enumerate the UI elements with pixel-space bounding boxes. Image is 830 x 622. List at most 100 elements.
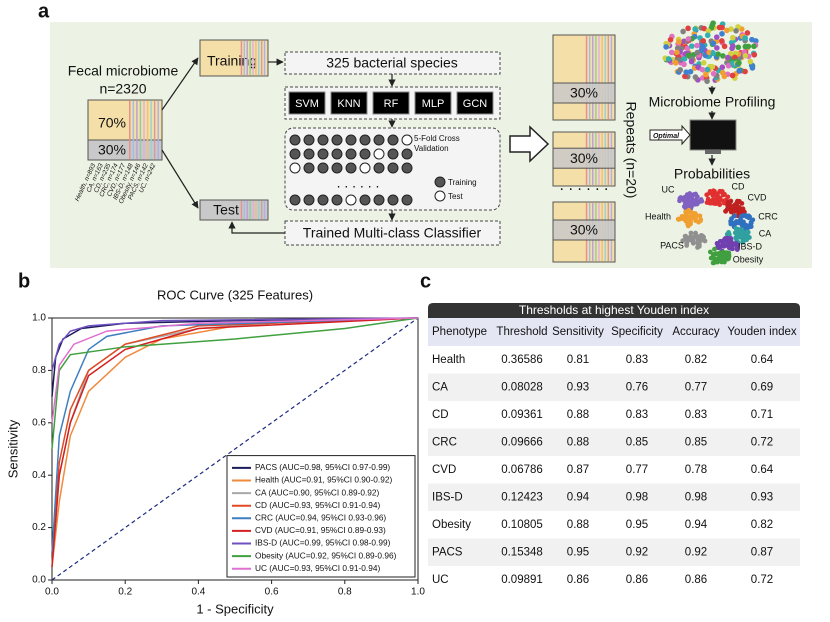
class-label: UC xyxy=(662,184,675,194)
panel-label: c xyxy=(420,270,431,292)
person xyxy=(700,60,707,66)
repeat-percent: 30% xyxy=(570,222,598,238)
cv-dot xyxy=(317,134,329,146)
person xyxy=(720,53,726,59)
table-cell: 0.09891 xyxy=(501,574,543,586)
person xyxy=(710,50,717,57)
repeat-bar-test xyxy=(552,219,616,241)
repeat-bar-test xyxy=(552,82,616,104)
cluster-dot xyxy=(688,234,694,240)
table-cell: 0.72 xyxy=(751,574,773,586)
cv-dot xyxy=(345,162,357,174)
person xyxy=(694,42,700,49)
person xyxy=(687,68,694,75)
cluster-dot xyxy=(728,237,734,242)
training-box xyxy=(199,39,269,77)
cluster-dot xyxy=(720,238,726,244)
cv-dot xyxy=(331,134,343,146)
roc-curve xyxy=(51,317,419,554)
class-label: Obesity xyxy=(733,254,764,264)
cv-dot xyxy=(331,194,343,206)
chart-title: ROC Curve (325 Features) xyxy=(157,287,313,302)
cv-dot xyxy=(317,148,329,160)
table-cell: 0.15348 xyxy=(501,547,543,559)
person xyxy=(700,38,707,44)
person xyxy=(736,60,742,66)
cluster-dot xyxy=(740,238,746,244)
cluster-dot xyxy=(704,200,710,205)
person xyxy=(751,51,758,58)
cv-dot xyxy=(317,194,329,206)
person xyxy=(665,56,672,62)
cluster-dot xyxy=(714,241,720,246)
y-tick-label: 0.0 xyxy=(32,575,46,586)
repeats-label: Repeats (n=20) xyxy=(623,102,639,199)
cluster-dot xyxy=(728,221,734,227)
person xyxy=(725,62,732,69)
table-cell: 0.92 xyxy=(626,547,648,559)
cluster-dot xyxy=(698,218,703,224)
person xyxy=(704,32,711,39)
monitor-stand xyxy=(705,150,721,154)
cluster-dot xyxy=(712,246,717,252)
table-cell: 0.09361 xyxy=(501,409,543,421)
cluster-dot xyxy=(730,246,735,252)
connector xyxy=(228,221,285,234)
cluster-dot xyxy=(717,202,723,208)
roc-curve xyxy=(51,317,419,423)
table-cell: 0.95 xyxy=(567,547,589,559)
person xyxy=(709,64,716,70)
legend-label: Health (AUC=0.91, 95%CI 0.90-0.92) xyxy=(255,475,392,485)
legend-label: CD (AUC=0.93, 95%CI 0.91-0.94) xyxy=(255,500,380,510)
cv-dot xyxy=(345,134,357,146)
features-label: 325 bacterial species xyxy=(326,55,458,71)
cluster-dot xyxy=(744,229,750,235)
person xyxy=(724,27,730,34)
y-tick-label: 0.8 xyxy=(32,365,46,376)
person xyxy=(716,24,723,31)
person xyxy=(701,25,707,32)
cluster-dot xyxy=(725,194,731,200)
person xyxy=(747,58,754,65)
cluster-dot xyxy=(681,204,687,209)
person xyxy=(683,69,690,75)
person xyxy=(704,66,711,73)
cluster-dot xyxy=(737,217,743,223)
cv-legend-training: Training xyxy=(448,178,477,187)
table-cell: 0.94 xyxy=(567,492,590,504)
person xyxy=(680,28,686,35)
person xyxy=(663,44,669,50)
table-cell: 0.72 xyxy=(751,437,773,449)
person xyxy=(751,43,757,50)
table-cell: 0.64 xyxy=(751,354,774,366)
table-cell: 0.92 xyxy=(685,547,707,559)
cluster-dot xyxy=(718,197,723,203)
connector xyxy=(161,57,199,111)
table-cell: 0.98 xyxy=(685,492,707,504)
cv-dot xyxy=(373,194,385,206)
roc-curve xyxy=(51,317,419,567)
person xyxy=(735,44,742,51)
model-label: SVM xyxy=(295,98,319,110)
cluster-dot xyxy=(732,208,738,214)
table-cell: 0.86 xyxy=(685,574,707,586)
cluster-dot xyxy=(713,197,719,203)
model-label: KNN xyxy=(337,98,360,110)
person xyxy=(704,78,710,84)
ellipsis: . . . . . . xyxy=(560,177,609,194)
header-cell: Phenotype xyxy=(432,326,487,338)
class-label: CA xyxy=(759,228,772,238)
cluster-dot xyxy=(745,233,751,239)
cluster-dot xyxy=(697,213,703,219)
table-cell: Obesity xyxy=(432,519,471,531)
cv-legend-test: Test xyxy=(448,192,463,201)
cv-ellipsis: . . . . . . xyxy=(337,175,380,191)
cluster-dot xyxy=(735,198,740,204)
test-box xyxy=(199,199,269,221)
chance-line xyxy=(51,317,419,581)
x-tick-label: 0.6 xyxy=(265,587,279,598)
person xyxy=(736,67,743,74)
table-cell: 0.93 xyxy=(567,382,589,394)
class-label: IBS-D xyxy=(738,241,763,251)
person xyxy=(729,72,736,79)
